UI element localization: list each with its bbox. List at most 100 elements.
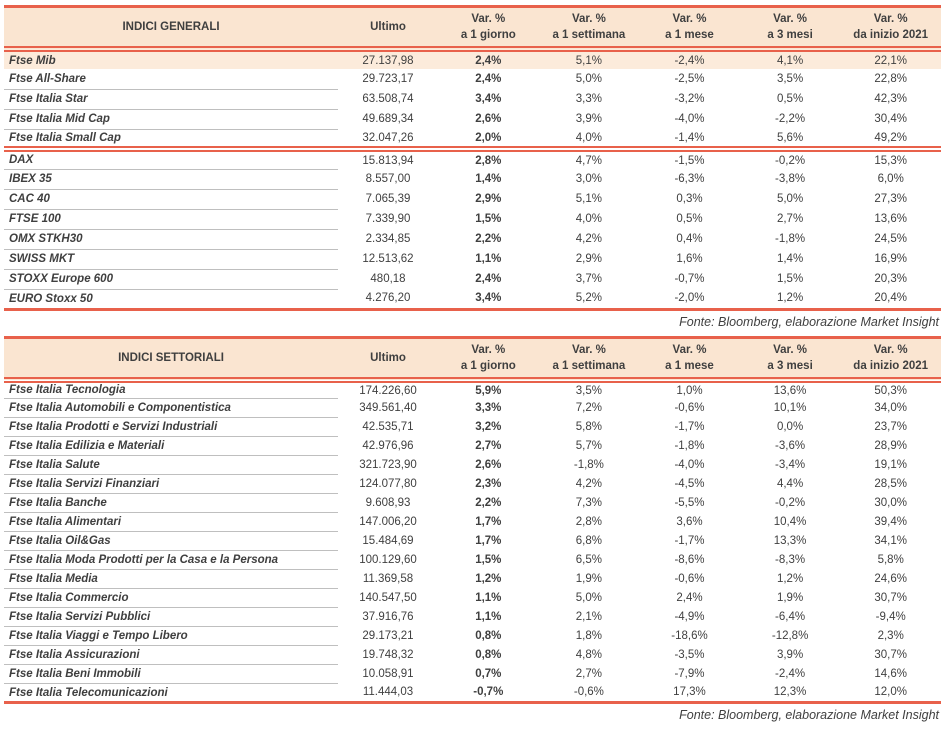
index-name-cell: Ftse Italia Automobili e Componentistica [4,398,338,418]
var-3months-cell: -12,8% [771,630,809,642]
var-1day-cell: 0,8% [475,630,502,642]
var-ytd-cell: 30,4% [874,113,907,125]
index-name-cell: CAC 40 [4,189,338,210]
var-3months-cell: 10,1% [773,402,807,414]
col-header-line: a 1 giorno [460,359,516,372]
table-row: FTSE 100 7.339,90 1,5% 4,0% 0,5% 2,7% 13,6% [4,209,941,230]
ultimo-cell: 32.047,26 [338,129,438,152]
var-3months-cell: 1,4% [776,253,804,265]
var-1month-cell: -3,2% [674,93,705,105]
var-3months-cell: -3,6% [775,440,806,452]
var-3months-cell: 13,6% [773,384,807,397]
var-1month-cell: 1,0% [676,384,703,397]
var-3months-cell: 13,3% [773,535,807,547]
col-ultimo: Ultimo [338,337,438,383]
var-1day-cell: 2,8% [475,154,502,167]
sector-indices-group: Ftse Italia Tecnologia 174.226,60 5,9% 3,5%… [4,379,941,703]
var-1month-cell: -8,6% [674,554,705,566]
var-ytd-cell: 13,6% [874,213,907,225]
ultimo-cell: 480,18 [370,273,406,285]
ultimo-cell: 29.173,21 [362,630,414,642]
table-row: Ftse Italia Automobili e Componentistica… [4,398,941,418]
var-1day-cell: 2,3% [475,478,502,490]
var-1week-cell: 1,9% [575,573,602,585]
var-1month-cell: -7,9% [674,668,705,680]
var-3months-cell: -3,8% [775,173,806,185]
index-name-cell: Ftse Italia Beni Immobili [4,664,338,684]
var-1week-cell: 3,0% [575,173,602,185]
ultimo-cell: 15.484,69 [362,535,414,547]
var-1day-cell: 3,3% [475,402,502,414]
var-1day-cell: 1,1% [475,253,502,265]
var-1month-cell: 0,5% [676,213,703,225]
var-ytd-cell: 24,5% [874,233,907,245]
var-3months-cell: 1,5% [776,273,804,285]
european-indices-group: DAX 15.813,94 2,8% 4,7% -1,5% -0,2% 15,3% IBEX … [4,149,941,309]
table-row: CAC 40 7.065,39 2,9% 5,1% 0,3% 5,0% 27,3% [4,189,941,210]
index-name-cell: STOXX Europe 600 [4,269,338,290]
index-name-cell: Ftse Italia Alimentari [4,512,338,532]
table-row: Ftse Italia Servizi Pubblici 37.916,76 1,1… [4,607,941,627]
var-1month-cell: 1,6% [676,253,703,265]
var-3months-cell: 3,5% [776,73,804,85]
col-header-line: Var. % [773,343,808,356]
var-1month-cell: -2,5% [674,73,705,85]
var-1week-cell: 5,1% [575,193,602,205]
var-1week-cell: 4,8% [575,649,602,661]
index-name-cell: OMX STKH30 [4,229,338,250]
table-row: Ftse Italia Viaggi e Tempo Libero 29.173,… [4,626,941,646]
ultimo-cell: 42.535,71 [362,421,414,433]
table-row: STOXX Europe 600 480,18 2,4% 3,7% -0,7% 1,5% 2… [4,269,941,290]
ultimo-cell: 321.723,90 [359,459,417,471]
var-3months-cell: 0,5% [776,93,804,105]
var-3months-cell: -6,4% [775,611,806,623]
table-title: INDICI GENERALI [4,6,338,52]
var-1month-cell: -1,7% [674,535,705,547]
ultimo-cell: 147.006,20 [359,516,417,528]
ultimo-cell: 11.369,58 [362,573,414,585]
table-title: INDICI SETTORIALI [4,337,338,383]
ultimo-cell: 349.561,40 [359,402,417,414]
var-ytd-cell: -9,4% [875,611,906,623]
var-1day-cell: 2,0% [438,129,539,152]
source-note: Fonte: Bloomberg, elaborazione Market In… [679,708,939,722]
var-1week-cell: 5,1% [538,49,640,69]
table-row: Ftse Italia Assicurazioni 19.748,32 0,8% 4,… [4,645,941,665]
col-header-line: a 3 mesi [767,29,813,41]
ultimo-cell: 12.513,62 [362,253,414,265]
indici-generali-header: INDICI GENERALI Ultimo Var. % a 1 giorno… [4,6,941,52]
var-1day-cell: 1,7% [475,535,502,547]
var-1day-cell: 2,4% [475,273,502,285]
index-name-cell: DAX [4,149,338,170]
indici-settoriali-table: INDICI SETTORIALI Ultimo Var. % a 1 gior… [4,335,941,704]
col-var-1week: Var. % a 1 settimana [538,6,640,52]
var-ytd-cell: 15,3% [874,154,907,167]
col-var-3months: Var. % a 3 mesi [739,6,841,52]
index-name-cell: Ftse Mib [4,49,338,69]
source-note: Fonte: Bloomberg, elaborazione Market In… [679,314,939,329]
var-1day-cell: 2,2% [475,233,502,245]
index-name-cell: Ftse Italia Salute [4,455,338,475]
var-3months-cell: 4,1% [739,49,841,69]
var-3months-cell: 1,9% [776,592,804,604]
var-3months-cell: 2,7% [776,213,804,225]
table-row: Ftse Mib 27.137,98 2,4% 5,1% -2,4% 4,1% 22,1% [4,49,941,69]
var-1month-cell: -5,5% [674,497,705,509]
index-name-cell: Ftse Italia Star [4,89,338,110]
var-1day-cell: 1,5% [475,554,502,566]
var-ytd-cell: 39,4% [874,516,907,528]
var-ytd-cell: 22,1% [840,49,941,69]
header-row: INDICI SETTORIALI Ultimo Var. % a 1 gior… [4,337,941,383]
table-row: Ftse Italia Beni Immobili 10.058,91 0,7% 2,… [4,664,941,684]
var-1day-cell: 2,4% [438,49,539,69]
var-1month-cell: -1,7% [674,421,705,433]
index-name-cell: Ftse Italia Moda Prodotti per la Casa e … [4,550,338,570]
col-header-line: Var. % [672,13,707,25]
var-1month-cell: 2,4% [676,592,703,604]
var-3months-cell: -8,3% [775,554,806,566]
indici-settoriali-header: INDICI SETTORIALI Ultimo Var. % a 1 gior… [4,337,941,383]
table-row: Ftse Italia Oil&Gas 15.484,69 1,7% 6,8% -1,7… [4,531,941,551]
index-name-cell: SWISS MKT [4,249,338,270]
var-1month-cell: -0,6% [674,402,705,414]
table-row: Ftse Italia Moda Prodotti per la Casa e … [4,550,941,570]
